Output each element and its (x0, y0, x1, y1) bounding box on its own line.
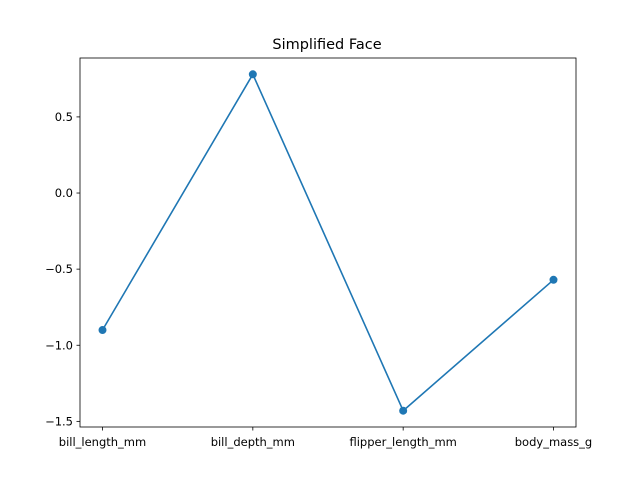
x-tick-label: bill_length_mm (59, 435, 146, 449)
y-tick-label: 0.5 (55, 110, 73, 124)
plot-area-frame (79, 57, 577, 428)
data-point (248, 70, 257, 79)
x-tick-label: flipper_length_mm (349, 435, 456, 449)
chart-title: Simplified Face (272, 37, 381, 53)
axis-ticks: −1.5 −1.0 −0.5 0.0 0.5 bill_length_mm bill_dep… (45, 110, 592, 449)
y-tick-label: −1.5 (45, 414, 73, 428)
y-tick-label: 0.0 (55, 186, 73, 200)
data-point (549, 275, 558, 284)
data-point (399, 406, 408, 415)
x-tick-label: body_mass_g (515, 435, 592, 449)
data-point (98, 326, 107, 335)
series-line-group (98, 70, 558, 415)
y-tick-label: −0.5 (45, 262, 73, 276)
series-line (101, 73, 555, 412)
x-tick-label: bill_depth_mm (211, 435, 295, 449)
y-tick-label: −1.0 (45, 338, 73, 352)
